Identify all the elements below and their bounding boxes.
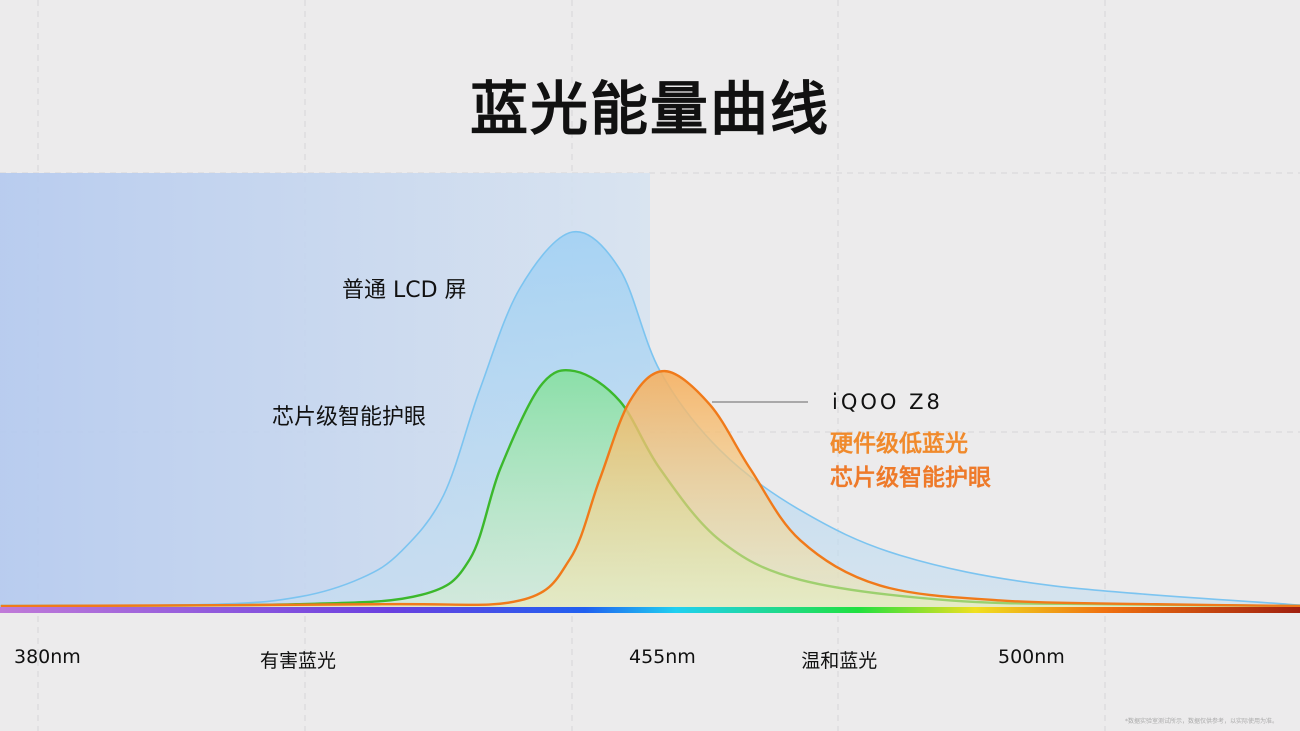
curve-iqoo-z8 [0, 369, 1300, 608]
legend-chip-eye-care: 芯片级智能护眼 [272, 405, 427, 430]
legend-brand: iQOO Z8 [832, 390, 943, 414]
curve-lcd [0, 230, 1300, 607]
spectrum-bar [0, 607, 1300, 613]
page-title: 蓝光能量曲线 [469, 75, 830, 143]
x-tick-label: 有害蓝光 [260, 650, 337, 672]
x-tick-label: 温和蓝光 [801, 650, 878, 672]
footnote: *数据实验室测试所示，数据仅供参考，以实际使用为准。 [1124, 718, 1278, 725]
x-tick-label: 500nm [998, 646, 1065, 668]
x-tick-label: 380nm [14, 646, 81, 668]
legend-lcd: 普通 LCD 屏 [342, 278, 467, 303]
feature-chip-eye-care: 芯片级智能护眼 [830, 465, 991, 491]
x-tick-label: 455nm [629, 646, 696, 668]
feature-hardware-low-blue: 硬件级低蓝光 [830, 431, 968, 457]
area-iqoo-z8 [0, 371, 1300, 608]
